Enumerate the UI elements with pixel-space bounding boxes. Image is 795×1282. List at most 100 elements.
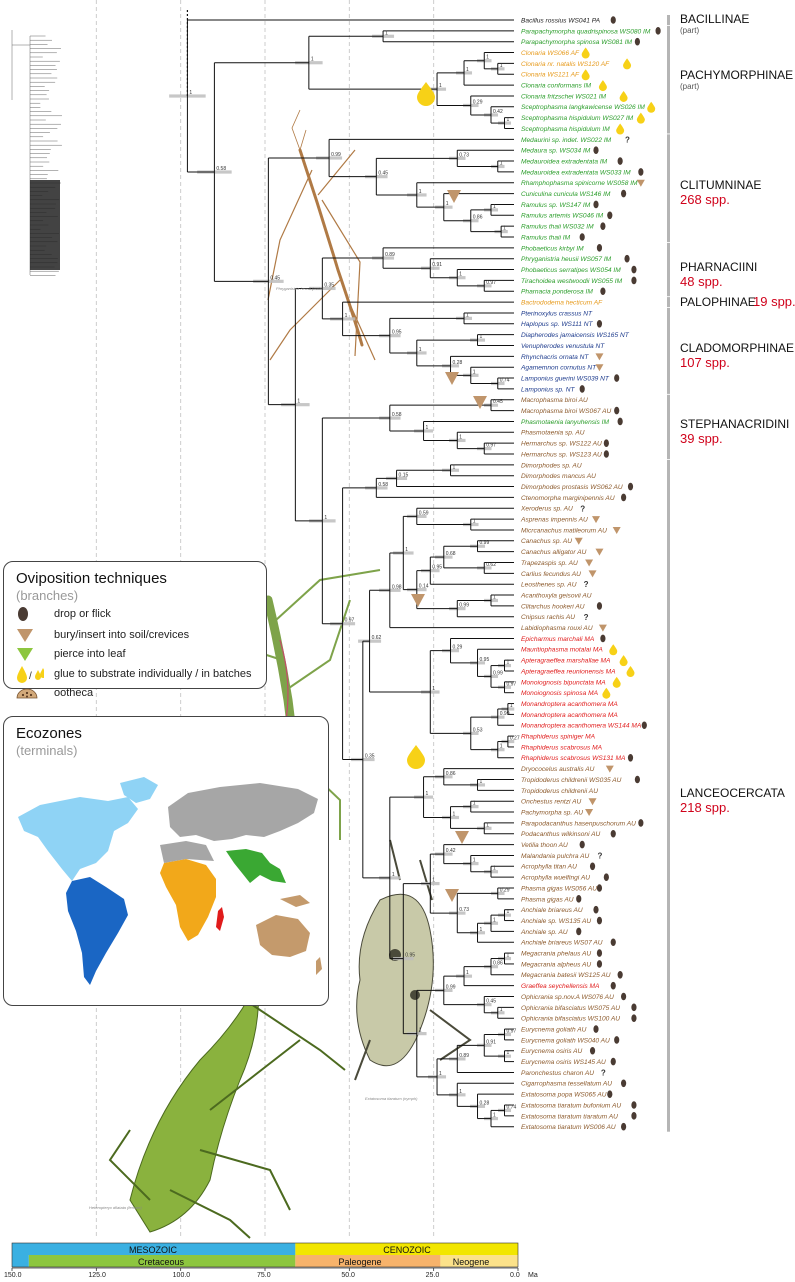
node-support: 1 [405, 547, 408, 553]
dark-egg-icon [579, 233, 585, 241]
taxon-label: Clonaria conformans IM [521, 83, 592, 90]
taxon-label: Phobaeticus kirbyi IM [521, 245, 584, 252]
question-mark: ? [584, 580, 589, 589]
green-triangle-icon [16, 644, 44, 664]
ecozones-legend: Ecozones (terminals) [3, 716, 329, 1006]
tick-label: 25.0 [425, 1272, 440, 1279]
taxon-label: Megacrania phelaus AU [521, 951, 591, 958]
node-support: 0.14 [419, 584, 429, 590]
taxon-label: Cnipsus rachis AU [521, 614, 575, 621]
heteropteryx-body [129, 979, 260, 1233]
dark-egg-icon [603, 450, 609, 458]
taxon-label: Cuniculina cunicula WS146 IM [521, 191, 611, 198]
dark-egg-icon [634, 37, 641, 46]
clade-name: PHARNACIINI [680, 259, 758, 274]
node-support: 1 [473, 858, 476, 864]
node-support: 1 [432, 686, 435, 692]
dark-egg-icon [579, 385, 585, 393]
clade-count: 39 spp. [680, 430, 723, 446]
taxon-label: Ophicrania sp.nov.A WS076 AU [521, 994, 614, 1001]
node-support: 0.58 [392, 412, 402, 418]
yellow-drop-icon [609, 644, 618, 656]
node-support: 1 [426, 425, 429, 431]
dark-egg-icon [610, 938, 616, 947]
brown-triangle-icon [447, 190, 461, 203]
taxon-label: Canachus sp. AU [521, 538, 572, 545]
taxon-label: Agamemnon cornutus NT [520, 365, 597, 372]
clade-bracket [667, 459, 670, 1132]
node-support: 1 [473, 519, 476, 525]
node-support: 1 [507, 909, 510, 915]
dark-egg-icon [600, 634, 606, 643]
tick-label: 125.0 [88, 1272, 106, 1279]
node-support: 1 [507, 117, 510, 123]
taxon-label: Pachymorpha sp. AU [521, 809, 583, 816]
node-support: 1 [392, 872, 395, 878]
dark-egg-icon [631, 1101, 637, 1109]
node-support: 0.28 [453, 360, 463, 366]
node-support: 1 [189, 90, 192, 96]
taxon-label: Onchestus rentzi AU [521, 799, 581, 806]
era-mesozoic: MESOZOIC [128, 1245, 177, 1255]
node-support: 0.99 [459, 603, 469, 609]
period-cretaceous-bar [28, 1255, 296, 1267]
dark-egg-icon [617, 157, 623, 165]
taxon-label: Medauroidea extradentata WS033 IM [521, 169, 631, 176]
node-support: 1 [419, 1028, 422, 1034]
dark-egg-icon [596, 320, 603, 328]
taxon-label: Ramulus sp. WS147 IM [521, 202, 591, 209]
period-neogene: Neogene [452, 1257, 490, 1267]
clade-name: LANCEOCERCATA [680, 785, 785, 800]
taxon-label: Rhaphiderus scabrosus WS131 MA [521, 755, 626, 762]
era-mesozoic-bar [12, 1243, 296, 1255]
ecozones-legend-title: Ecozones [16, 725, 82, 742]
taxon-label: Megacrania alpheus AU [521, 961, 591, 968]
brown-triangle-icon [595, 353, 604, 361]
thumb-dense-block [30, 180, 60, 270]
dark-egg-icon [596, 244, 603, 252]
taxon-label: Trapezaspis sp. AU [521, 560, 578, 567]
dark-egg-icon [614, 1036, 620, 1044]
dark-egg-icon [593, 905, 599, 914]
taxon-label: Dimorphodes sp. AU [521, 462, 582, 469]
taxon-label: Eurycnema osiris AU [521, 1048, 583, 1055]
dark-egg-icon [617, 417, 623, 426]
taxon-label: Rhaphiderus spiniger MA [521, 734, 596, 741]
phryganistria-body [298, 148, 364, 347]
node-support: 1 [439, 83, 442, 89]
brown-triangle-icon [445, 889, 459, 902]
clade-bracket [667, 242, 670, 297]
map-australasian [256, 915, 310, 957]
brown-triangle-icon [585, 559, 594, 567]
question-mark: ? [597, 851, 602, 860]
ecozones-legend-subtitle: (terminals) [16, 743, 78, 758]
yellow-drop-icon [619, 655, 628, 667]
dark-egg-icon [596, 916, 603, 925]
period-neogene-bar [440, 1255, 518, 1267]
taxon-label: Eurycnema goliath WS040 AU [521, 1037, 610, 1044]
taxon-label: Extatosoma tiaratum bufonium AU [521, 1102, 621, 1109]
taxon-label: Lamponius sp. NT [521, 386, 575, 393]
yellow-drop-icon [598, 80, 607, 92]
yellow-drop-icon [616, 123, 625, 135]
node-support: 0.99 [493, 670, 503, 676]
clade-bracket [667, 134, 670, 242]
node-support: 0.86 [446, 771, 456, 777]
taxon-label: Phasmotaenia lanyuhensis IM [521, 419, 609, 426]
dark-egg-icon [579, 840, 585, 849]
dark-egg-icon [614, 406, 620, 415]
node-support: 0.89 [385, 252, 395, 258]
taxon-label: Mauritiophasma motalai MA [521, 647, 603, 654]
svg-text:/: / [29, 671, 32, 682]
taxon-label: Ramulus artemis WS046 IM [521, 213, 604, 220]
phryganistria-antennae [291, 109, 307, 151]
clade-count: 107 spp. [680, 354, 730, 370]
extatosoma-spot [410, 990, 420, 1000]
map-afrotropical [160, 859, 216, 941]
taxon-label: Monoiognosis bipunctata MA [521, 679, 606, 686]
legend-row-ootheca: ootheca [16, 683, 93, 703]
taxon-label: Ophicrania bifasciatus WS100 AU [521, 1016, 620, 1023]
node-support: 1 [419, 347, 422, 353]
taxon-label: Leosthenes sp. AU [521, 582, 577, 589]
clade-name: CLITUMNINAE [680, 178, 762, 193]
